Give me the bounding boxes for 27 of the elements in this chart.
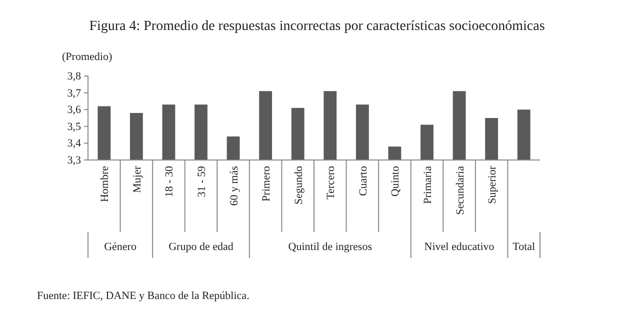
x-tick-label: Tercero	[325, 166, 338, 200]
x-tick-label: Hombre	[99, 166, 112, 202]
x-tick-label: Primaria	[422, 166, 434, 204]
source-note: Fuente: IEFIC, DANE y Banco de la República.	[37, 290, 250, 302]
text: Grupo de edad	[168, 241, 234, 253]
x-tick-label: Segundo	[292, 166, 305, 204]
x-tick-label: Primero	[260, 166, 273, 202]
y-tick-label: 3,4	[67, 138, 82, 150]
text: Total	[512, 241, 536, 253]
y-tick-label: 3,6	[67, 104, 82, 116]
y-tick-label: 3,3	[67, 154, 82, 167]
y-tick-label: 3,5	[67, 120, 82, 133]
x-tick-label: Secundaria	[454, 166, 466, 215]
x-tick-label: Superior	[486, 166, 499, 204]
x-tick-label: 18 - 30	[164, 166, 176, 198]
x-tick-label: 60 y más	[228, 166, 240, 206]
chart-title: Figura 4: Promedio de respuestas incorrectas por características socioeconómicas	[89, 19, 545, 34]
y-axis-title: (Promedio)	[62, 51, 112, 63]
x-tick-label: 31 - 59	[196, 166, 208, 198]
text: Quintil de ingresos	[288, 241, 372, 253]
text: Nivel educativo	[424, 241, 495, 253]
y-tick-label: 3,8	[67, 70, 82, 83]
x-tick-label: Cuarto	[357, 166, 370, 196]
x-tick-label: Mujer	[131, 166, 144, 193]
text: Género	[104, 241, 137, 253]
y-tick-label: 3,7	[67, 87, 82, 100]
x-tick-label: Quinto	[390, 166, 402, 197]
